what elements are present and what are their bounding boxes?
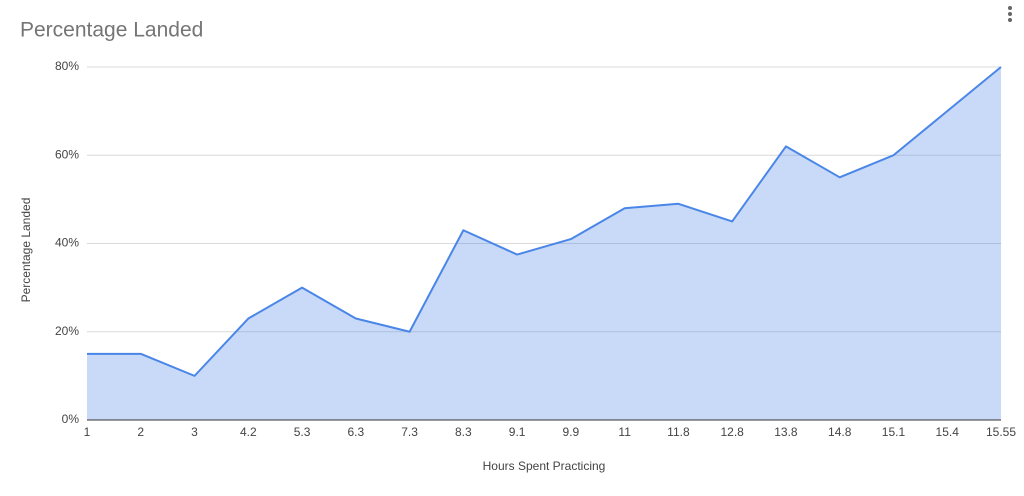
- y-tick-label: 60%: [55, 147, 79, 161]
- x-tick-label: 8.3: [455, 425, 472, 439]
- chart-title: Percentage Landed: [20, 19, 203, 42]
- y-axis-label: Percentage Landed: [19, 198, 33, 303]
- x-tick-label: 15.55: [986, 425, 1016, 439]
- x-tick-label: 11: [618, 425, 631, 439]
- y-tick-label: 80%: [55, 59, 79, 73]
- y-tick-label: 0%: [62, 412, 80, 426]
- x-tick-label: 13.8: [774, 425, 798, 439]
- x-tick-label: 9.1: [509, 425, 526, 439]
- x-tick-label: 9.9: [563, 425, 580, 439]
- x-axis-label: Hours Spent Practicing: [483, 459, 606, 473]
- x-tick-label: 4.2: [240, 425, 257, 439]
- x-tick-label: 2: [137, 425, 144, 439]
- x-tick-label: 5.3: [294, 425, 311, 439]
- x-tick-label: 15.1: [882, 425, 906, 439]
- x-tick-label: 1: [84, 425, 91, 439]
- menu-button[interactable]: [1008, 6, 1012, 22]
- x-tick-label: 6.3: [347, 425, 364, 439]
- x-tick-label: 12.8: [720, 425, 744, 439]
- x-tick-label: 11.8: [667, 425, 690, 439]
- x-tick-label: 3: [191, 425, 198, 439]
- area: [87, 67, 1001, 420]
- x-tick-label: 7.3: [401, 425, 418, 439]
- line: [87, 66, 1002, 377]
- y-tick-label: 40%: [55, 236, 79, 250]
- y-tick-label: 20%: [55, 324, 79, 338]
- x-tick-label: 15.4: [936, 425, 960, 439]
- x-tick-label: 14.8: [828, 425, 852, 439]
